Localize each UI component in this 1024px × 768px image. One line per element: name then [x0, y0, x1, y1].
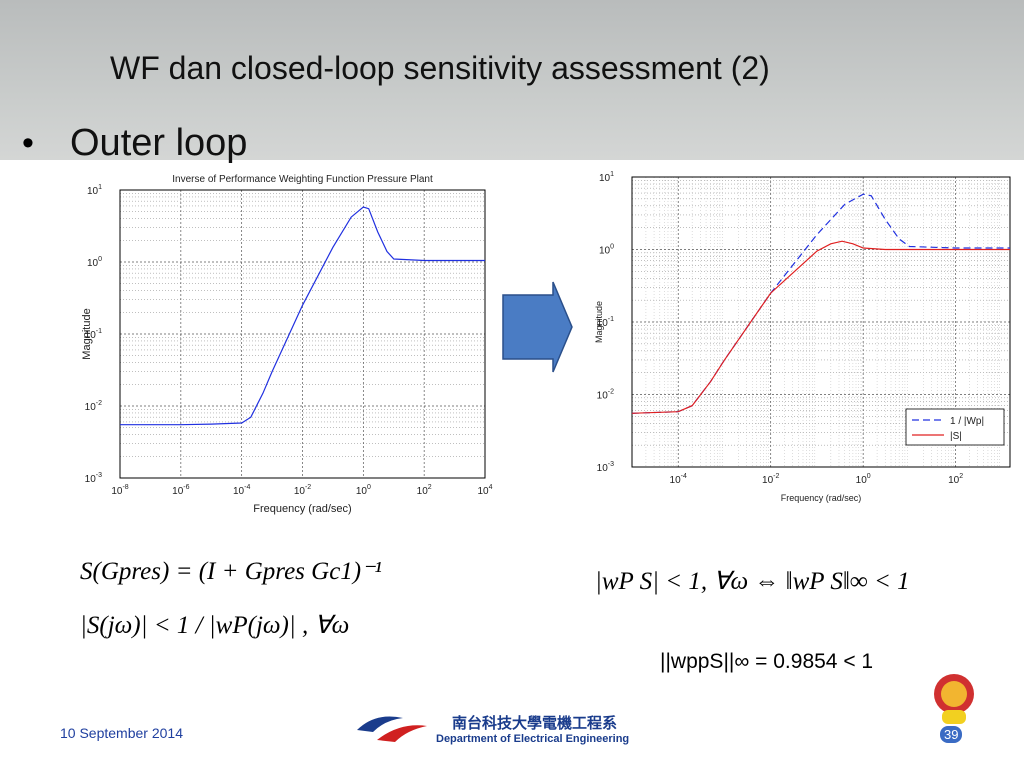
tick-exponent: -1 [96, 328, 102, 335]
equation: S(Gpres) = (I + Gpres Gc1)⁻¹ [80, 558, 382, 585]
tick-base: 10 [87, 186, 99, 197]
tick-base: 10 [172, 486, 184, 497]
tick-exponent: -2 [96, 400, 102, 407]
tick-label: 101 [599, 171, 614, 184]
tick-base: 10 [670, 475, 682, 486]
tick-label: 100 [87, 256, 102, 269]
tick-label: 10-1 [597, 316, 614, 329]
tick-label: 10-2 [294, 484, 311, 497]
tick-label: 100 [856, 473, 871, 486]
tick-base: 10 [85, 402, 97, 413]
tick-base: 10 [948, 475, 960, 486]
tick-exponent: 4 [489, 484, 493, 491]
tick-label: 100 [599, 244, 614, 257]
tick-base: 10 [762, 475, 774, 486]
legend-box [905, 408, 1005, 446]
mascot [934, 674, 974, 724]
tick-exponent: -6 [183, 484, 189, 491]
tick-label: 102 [417, 484, 432, 497]
tick-base: 10 [233, 486, 245, 497]
tick-label: 10-4 [233, 484, 250, 497]
logo-mark [357, 716, 427, 742]
tick-exponent: -2 [773, 473, 779, 480]
tick-base: 10 [85, 330, 97, 341]
header-photo [0, 0, 1024, 160]
tick-exponent: 0 [98, 256, 102, 263]
tick-base: 10 [856, 475, 868, 486]
tick-exponent: -4 [244, 484, 250, 491]
tick-label: 102 [948, 473, 963, 486]
y-axis-label: Magnitude [81, 308, 93, 359]
plot-frame [631, 176, 1011, 468]
tick-base: 10 [87, 258, 99, 269]
tick-label: 10-8 [111, 484, 128, 497]
tick-exponent: 0 [867, 473, 871, 480]
tick-exponent: -8 [122, 484, 128, 491]
tick-base: 10 [597, 463, 609, 474]
arrow [502, 281, 573, 373]
slide-title: WF dan closed-loop sensitivity assessmen… [110, 50, 770, 86]
tick-label: 10-2 [762, 473, 779, 486]
tick-base: 10 [111, 486, 123, 497]
tick-base: 10 [597, 391, 609, 402]
tick-exponent: 0 [367, 484, 371, 491]
tick-label: 100 [356, 484, 371, 497]
tick-base: 10 [356, 486, 368, 497]
tick-base: 10 [85, 474, 97, 485]
tick-base: 10 [597, 318, 609, 329]
equation: |wP S| < 1, ∀ω ⇔ ‖wP S‖∞ < 1 [595, 568, 910, 595]
norm-result: ||wppS||∞ = 0.9854 < 1 [660, 650, 874, 673]
tick-exponent: -1 [608, 316, 614, 323]
tick-label: 10-6 [172, 484, 189, 497]
tick-base: 10 [294, 486, 306, 497]
tick-base: 10 [477, 486, 489, 497]
x-axis-label: Frequency (rad/sec) [781, 493, 862, 503]
equation: |S(jω)| < 1 / |wP(jω)| , ∀ω [80, 612, 350, 639]
line-series [120, 206, 485, 426]
tick-exponent: -2 [305, 484, 311, 491]
tick-exponent: -3 [96, 472, 102, 479]
x-axis-label: Frequency (rad/sec) [253, 503, 351, 515]
tick-exponent: -2 [608, 389, 614, 396]
date: 10 September 2014 [60, 725, 183, 741]
tick-base: 10 [417, 486, 429, 497]
page-number: 39 [940, 726, 963, 743]
tick-label: 10-4 [670, 473, 687, 486]
logo-english: Department of Electrical Engineering [436, 733, 630, 745]
tick-base: 10 [599, 173, 611, 184]
tick-exponent: 2 [428, 484, 432, 491]
tick-label: 101 [87, 184, 102, 197]
legend-label: |S| [950, 431, 962, 442]
tick-label: 10-2 [85, 400, 102, 413]
tick-exponent: 1 [98, 184, 102, 191]
line-series [631, 240, 1010, 414]
tick-exponent: 0 [610, 244, 614, 251]
y-axis-label: Magnitude [594, 301, 604, 343]
chart-title: Inverse of Performance Weighting Functio… [172, 174, 433, 185]
tick-label: 10-1 [85, 328, 102, 341]
tick-label: 10-2 [597, 389, 614, 402]
tick-exponent: 1 [610, 171, 614, 178]
bullet-text: Outer loop [70, 122, 248, 164]
tick-exponent: -3 [608, 461, 614, 468]
tick-label: 10-3 [597, 461, 614, 474]
tick-label: 10-3 [85, 472, 102, 485]
logo-chinese: 南台科技大學電機工程系 [452, 715, 618, 732]
tick-base: 10 [599, 246, 611, 257]
legend-label: 1 / |Wp| [950, 416, 984, 427]
tick-exponent: -4 [681, 473, 687, 480]
plot-frame [119, 189, 486, 479]
tick-label: 104 [477, 484, 492, 497]
bullet-dot: • [22, 124, 34, 162]
tick-exponent: 2 [959, 473, 963, 480]
